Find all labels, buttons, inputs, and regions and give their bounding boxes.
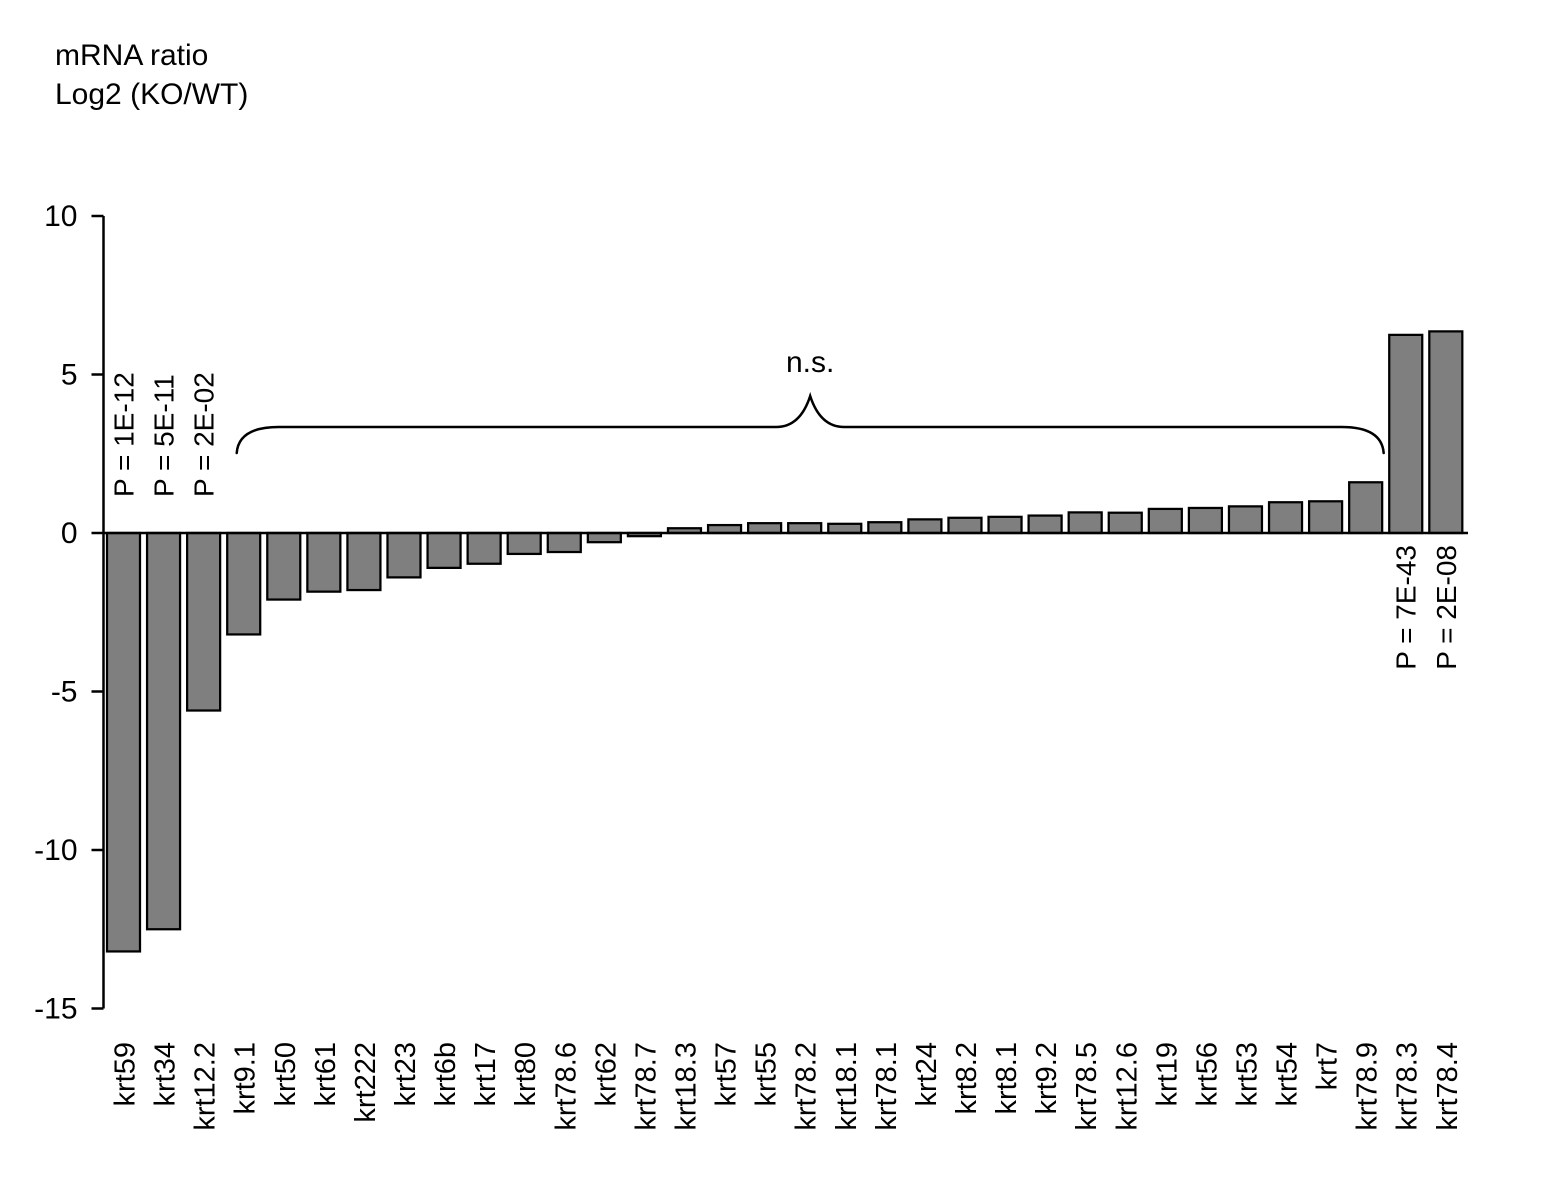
- bar-krt6b: [426, 531, 462, 569]
- bar-krt78.2: [787, 522, 823, 535]
- x-category-label-krt34: krt34: [150, 1042, 182, 1106]
- bar-krt34: [145, 531, 182, 931]
- bar-krt80: [506, 531, 542, 556]
- x-category-label-krt80: krt80: [510, 1042, 542, 1106]
- x-category-label-krt23: krt23: [390, 1042, 422, 1106]
- x-category-label-krt56: krt56: [1191, 1042, 1223, 1106]
- x-category-label-krt55: krt55: [751, 1042, 783, 1106]
- y-tick-label: 0: [61, 517, 78, 550]
- bar-krt78.9: [1348, 481, 1384, 535]
- bar-krt8.1: [987, 515, 1023, 535]
- x-category-label-krt54: krt54: [1272, 1042, 1304, 1106]
- x-category-label-krt78.9: krt78.9: [1352, 1042, 1384, 1131]
- x-category-label-krt50: krt50: [270, 1042, 302, 1106]
- y-tick-label: -5: [51, 676, 78, 709]
- x-category-label-krt53: krt53: [1231, 1042, 1263, 1106]
- bar-krt62: [586, 531, 622, 544]
- x-category-label-krt78.4: krt78.4: [1432, 1042, 1464, 1131]
- bar-krt19: [1147, 507, 1183, 535]
- bar-krt9.1: [226, 531, 262, 636]
- ns-label: n.s.: [786, 346, 834, 379]
- x-category-label-krt78.7: krt78.7: [630, 1042, 662, 1131]
- bar-krt78.4: [1428, 330, 1464, 535]
- x-category-label-krt9.2: krt9.2: [1031, 1042, 1063, 1115]
- x-category-label-krt78.3: krt78.3: [1392, 1042, 1424, 1131]
- bar-krt56: [1187, 506, 1224, 535]
- ns-brace: [235, 391, 1385, 455]
- y-tick-label: -15: [34, 993, 77, 1026]
- x-category-label-krt18.1: krt18.1: [831, 1042, 863, 1131]
- x-category-label-krt12.6: krt12.6: [1111, 1042, 1143, 1131]
- bar-krt50: [266, 531, 302, 601]
- x-category-label-krt57: krt57: [711, 1042, 743, 1106]
- bar-krt78.6: [546, 531, 582, 554]
- x-category-label-krt222: krt222: [350, 1042, 382, 1123]
- bar-krt18.1: [827, 522, 863, 535]
- bar-krt12.6: [1107, 511, 1143, 535]
- bar-krt17: [466, 531, 502, 565]
- x-category-label-krt9.1: krt9.1: [230, 1042, 262, 1115]
- bar-krt78.3: [1388, 333, 1424, 535]
- bar-krt54: [1267, 501, 1304, 535]
- x-category-label-krt19: krt19: [1151, 1042, 1183, 1106]
- bar-krt78.5: [1067, 511, 1103, 535]
- bar-krt78.1: [867, 521, 903, 535]
- bar-krt59: [105, 531, 142, 953]
- x-category-label-krt17: krt17: [470, 1042, 502, 1106]
- p-value-label-krt12.2: P = 2E-02: [189, 372, 220, 497]
- p-value-label-krt59: P = 1E-12: [109, 372, 140, 497]
- x-category-label-krt62: krt62: [590, 1042, 622, 1106]
- bar-krt9.2: [1027, 514, 1063, 535]
- x-category-label-krt18.3: krt18.3: [670, 1042, 702, 1131]
- bar-krt53: [1227, 505, 1264, 535]
- bar-krt222: [346, 531, 382, 592]
- y-axis-title-line1: mRNA ratio: [55, 39, 209, 72]
- p-value-label-krt34: P = 5E-11: [149, 374, 180, 497]
- bar-krt24: [907, 518, 943, 535]
- y-tick-label: -10: [34, 834, 77, 867]
- y-axis-title-line2: Log2 (KO/WT): [55, 78, 249, 111]
- x-category-label-krt8.1: krt8.1: [991, 1042, 1023, 1115]
- bar-krt8.2: [947, 516, 983, 535]
- x-category-label-krt78.1: krt78.1: [871, 1042, 903, 1131]
- bar-krt7: [1307, 500, 1344, 535]
- p-value-label-krt78.3: P = 7E-43: [1391, 545, 1422, 670]
- x-category-label-krt8.2: krt8.2: [951, 1042, 983, 1115]
- x-category-label-krt78.6: krt78.6: [550, 1042, 582, 1131]
- p-value-label-krt78.4: P = 2E-08: [1431, 545, 1462, 670]
- y-tick-label: 10: [44, 200, 77, 233]
- x-category-label-krt61: krt61: [310, 1042, 342, 1106]
- y-tick-label: 5: [61, 359, 78, 392]
- x-category-label-krt24: krt24: [911, 1042, 943, 1106]
- bar-krt12.2: [186, 531, 222, 712]
- bar-krt23: [386, 531, 422, 579]
- x-category-label-krt12.2: krt12.2: [190, 1042, 222, 1131]
- x-category-label-krt78.5: krt78.5: [1071, 1042, 1103, 1131]
- bar-krt55: [746, 522, 783, 535]
- bar-krt61: [306, 531, 342, 593]
- y-axis-title: mRNA ratio Log2 (KO/WT): [55, 36, 248, 114]
- x-category-label-krt6b: krt6b: [430, 1042, 462, 1106]
- x-category-label-krt78.2: krt78.2: [791, 1042, 823, 1131]
- x-category-label-krt59: krt59: [110, 1042, 142, 1106]
- x-category-label-krt7: krt7: [1312, 1042, 1344, 1090]
